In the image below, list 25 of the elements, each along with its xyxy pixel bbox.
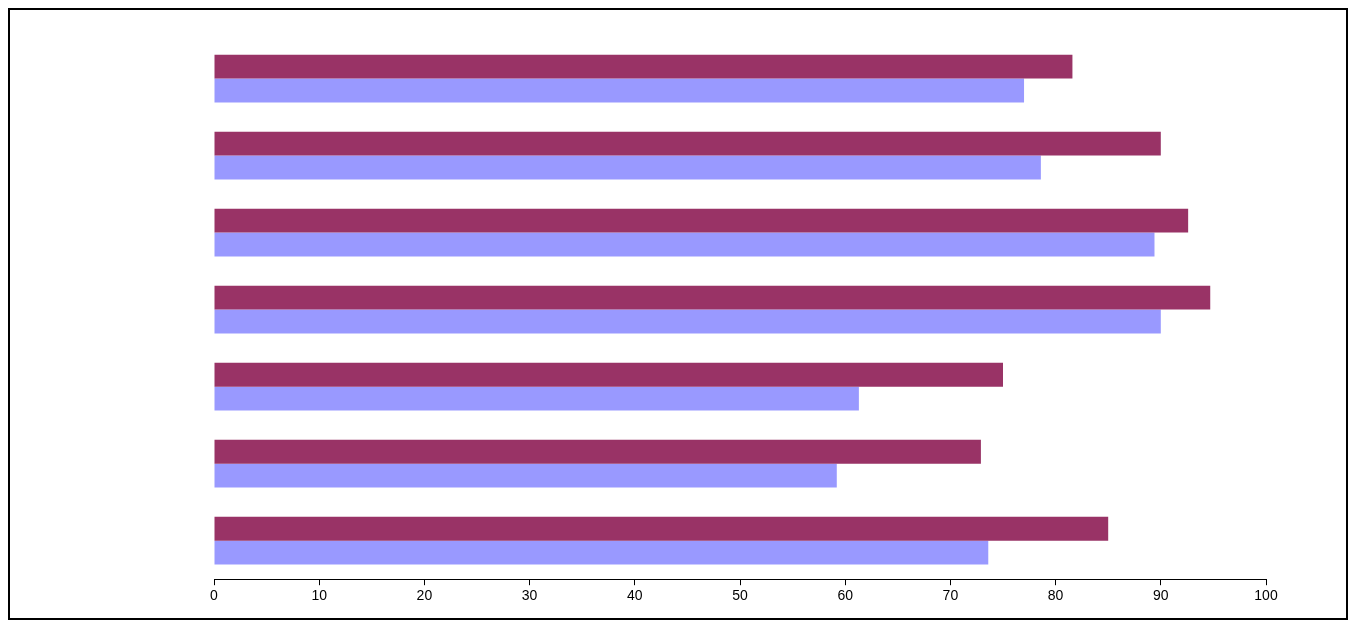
x-tick-label: 50 — [732, 587, 748, 604]
x-tick-label: 40 — [627, 587, 643, 604]
bar — [214, 78, 1025, 103]
x-tick-label: 60 — [837, 587, 854, 604]
bar — [214, 439, 981, 464]
bar — [214, 463, 837, 488]
x-tick-label: 20 — [416, 587, 433, 604]
bar — [214, 131, 1161, 156]
bar — [214, 285, 1211, 310]
bar — [214, 309, 1161, 334]
x-tick-label: 10 — [311, 587, 328, 604]
x-tick-label: 100 — [1254, 587, 1278, 604]
x-tick-label: 0 — [210, 587, 219, 604]
x-tick-label: 80 — [1047, 587, 1064, 604]
x-tick-label: 70 — [942, 587, 959, 604]
bar — [214, 362, 1003, 387]
x-tick-label: 90 — [1153, 587, 1169, 604]
bar — [214, 54, 1073, 79]
bar — [214, 208, 1189, 233]
bar — [214, 155, 1041, 180]
x-tick-label: 30 — [521, 587, 538, 604]
bar — [214, 516, 1109, 541]
bar — [214, 540, 989, 565]
bar — [214, 386, 859, 411]
bar — [214, 232, 1155, 257]
